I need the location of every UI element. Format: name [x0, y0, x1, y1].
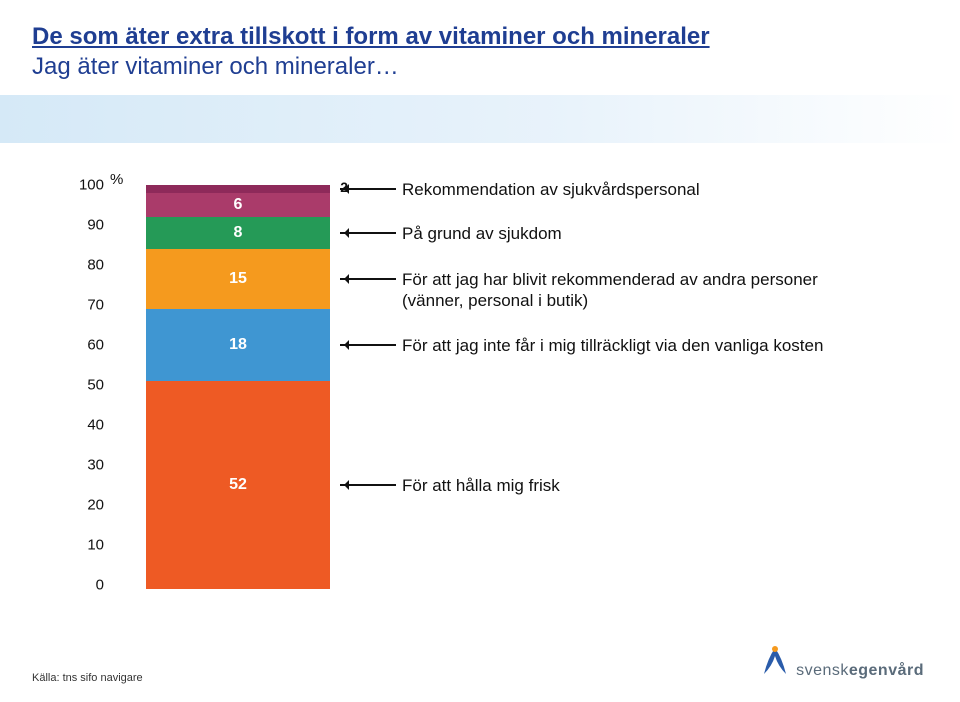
banner-gradient	[0, 95, 960, 143]
bar-segment: 6	[146, 193, 330, 217]
arrow-icon	[340, 278, 396, 280]
y-tick: 20	[60, 497, 104, 514]
logo-icon	[760, 644, 790, 680]
arrow-icon	[340, 232, 396, 234]
legend-item: För att jag har blivit rekommenderad av …	[420, 269, 842, 312]
source-text: Källa: tns sifo navigare	[32, 672, 143, 684]
arrow-icon	[340, 344, 396, 346]
y-tick: 90	[60, 217, 104, 234]
brand-logo: svenskegenvård	[760, 644, 924, 680]
legend-item: För att hålla mig frisk	[420, 475, 560, 496]
bar-segment: 2	[146, 185, 330, 193]
y-tick: 10	[60, 537, 104, 554]
legend: Rekommendation av sjukvårdspersonalPå gr…	[420, 185, 900, 585]
bar-segment: 15	[146, 249, 330, 309]
logo-text-thin: svensk	[796, 662, 849, 679]
y-tick: 0	[60, 577, 104, 594]
y-tick: 30	[60, 457, 104, 474]
logo-text: svenskegenvård	[796, 662, 924, 680]
legend-label: Rekommendation av sjukvårdspersonal	[402, 179, 700, 200]
legend-item: För att jag inte får i mig tillräckligt …	[420, 335, 823, 356]
legend-label: För att jag inte får i mig tillräckligt …	[402, 335, 823, 356]
logo-text-bold: egenvård	[849, 662, 924, 679]
y-tick: 80	[60, 257, 104, 274]
bar-segment: 8	[146, 217, 330, 249]
y-tick: 50	[60, 377, 104, 394]
y-tick: 60	[60, 337, 104, 354]
title-line2: Jag äter vitaminer och mineraler…	[32, 52, 710, 82]
page-title: De som äter extra tillskott i form av vi…	[32, 22, 710, 82]
arrow-icon	[340, 484, 396, 486]
chart: % 1009080706050403020100 268151852 Rekom…	[60, 175, 900, 595]
legend-label: På grund av sjukdom	[402, 223, 562, 244]
plot-area: 268151852	[118, 185, 358, 585]
y-tick: 40	[60, 417, 104, 434]
stacked-bar: 268151852	[146, 185, 330, 589]
arrow-icon	[340, 188, 396, 190]
bar-segment: 52	[146, 381, 330, 589]
legend-label: För att hålla mig frisk	[402, 475, 560, 496]
y-tick: 100	[60, 177, 104, 194]
legend-item: Rekommendation av sjukvårdspersonal	[420, 179, 700, 200]
title-line1: De som äter extra tillskott i form av vi…	[32, 22, 710, 52]
bar-segment: 18	[146, 309, 330, 381]
y-tick: 70	[60, 297, 104, 314]
legend-item: På grund av sjukdom	[420, 223, 562, 244]
legend-label: För att jag har blivit rekommenderad av …	[402, 269, 842, 312]
